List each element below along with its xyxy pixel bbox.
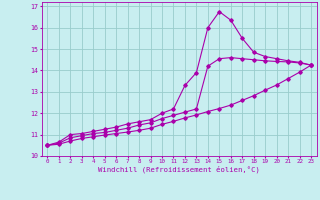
X-axis label: Windchill (Refroidissement éolien,°C): Windchill (Refroidissement éolien,°C) (98, 166, 260, 173)
